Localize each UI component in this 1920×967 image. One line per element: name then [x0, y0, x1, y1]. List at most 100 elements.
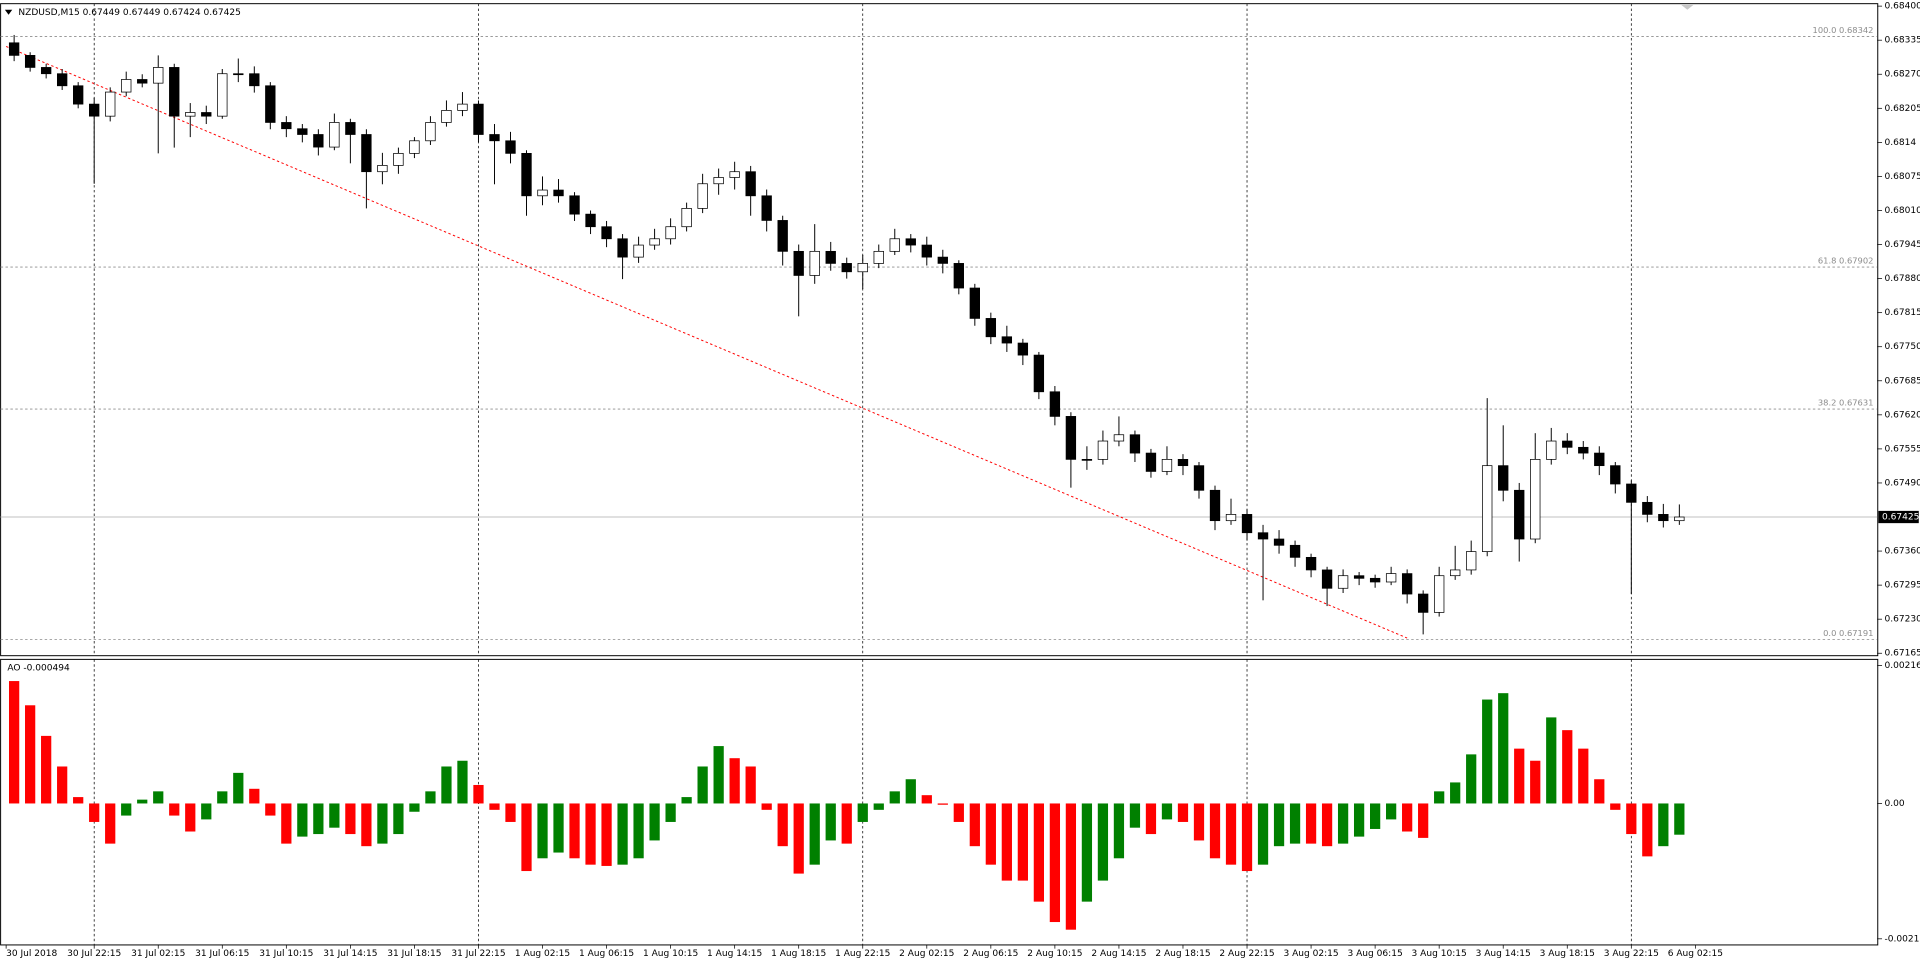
- x-tick-label: 1 Aug 18:15: [771, 949, 826, 959]
- candle-body: [56, 73, 68, 87]
- ao-bar: [137, 799, 148, 804]
- ao-bar: [585, 803, 596, 865]
- x-tick-label: 1 Aug 14:15: [707, 949, 762, 959]
- ao-bar: [1305, 803, 1317, 844]
- candle-body: [1610, 465, 1621, 485]
- y-tick-label: 0.67750: [1884, 342, 1920, 352]
- ao-bar: [1257, 803, 1269, 865]
- ao-bar: [857, 803, 868, 822]
- ao-panel: [0, 658, 1879, 946]
- ao-bar: [1113, 803, 1125, 859]
- candle-body: [1193, 465, 1205, 491]
- ao-bar: [665, 803, 676, 822]
- ao-bar: [697, 766, 708, 804]
- candle-body: [585, 213, 596, 228]
- ao-bar: [1049, 803, 1061, 923]
- x-tick-label: 6 Aug 02:15: [1668, 949, 1723, 959]
- candle-body: [105, 91, 116, 117]
- ao-bar: [1161, 803, 1173, 820]
- x-tick-label: 3 Aug 06:15: [1348, 949, 1403, 959]
- x-tick-label: 30 Jul 22:15: [67, 949, 121, 959]
- candle-body: [361, 134, 372, 173]
- ao-bar: [1626, 803, 1637, 835]
- candle-body: [713, 177, 724, 185]
- candle-body: [1145, 452, 1157, 472]
- candle-body: [1642, 501, 1653, 515]
- candle-body: [665, 226, 676, 240]
- ao-bar: [1402, 803, 1413, 832]
- candle-body: [953, 263, 964, 289]
- candle-body: [8, 42, 20, 56]
- candle-body: [921, 244, 932, 258]
- candle-body: [825, 250, 836, 264]
- candle-body: [1289, 544, 1301, 558]
- candle-body: [249, 73, 260, 87]
- candle-body: [1562, 440, 1573, 448]
- candle-body: [1626, 483, 1637, 503]
- candle-body: [1674, 516, 1685, 522]
- fib-label: 38.2 0.67631: [1818, 397, 1874, 407]
- candle-body: [233, 73, 244, 76]
- candle-body: [553, 189, 564, 197]
- y-tick-label: 0.67815: [1884, 308, 1920, 318]
- x-tick-label: 1 Aug 22:15: [835, 949, 890, 959]
- candle-body: [1097, 440, 1109, 460]
- symbol-menu-arrow[interactable]: [4, 9, 13, 15]
- ao-bar: [937, 803, 948, 805]
- candle-body: [905, 238, 916, 246]
- fib-label: 61.8 0.67902: [1818, 255, 1874, 265]
- candle-body: [1257, 532, 1269, 540]
- ao-bar: [393, 803, 404, 835]
- ao-bar: [41, 735, 52, 804]
- ao-bar: [1337, 803, 1349, 844]
- ao-bar: [121, 803, 132, 816]
- x-tick-label: 31 Jul 22:15: [451, 949, 505, 959]
- candle-body: [281, 122, 292, 130]
- candle-body: [1466, 551, 1477, 571]
- y-tick-label: 0.67945: [1884, 240, 1920, 250]
- ao-bar: [297, 803, 308, 837]
- ao-bar: [25, 705, 36, 804]
- trendline: [5, 46, 1408, 639]
- ao-bar: [681, 797, 692, 804]
- indicator-header: AO -0.000494: [7, 663, 70, 673]
- candle-body: [1482, 465, 1493, 552]
- candle-body: [73, 85, 84, 105]
- candle-body: [745, 171, 756, 197]
- ao-bar: [633, 803, 644, 859]
- y-tick-label: 0.67360: [1884, 547, 1920, 557]
- y-tick-label: 0.67555: [1884, 444, 1920, 454]
- candle-body: [1369, 577, 1381, 583]
- candle-body: [1353, 575, 1365, 579]
- candle-body: [409, 140, 420, 154]
- y-tick-label: 0.67295: [1884, 581, 1920, 591]
- ao-bar: [1081, 803, 1093, 902]
- x-tick-label: 2 Aug 18:15: [1155, 949, 1210, 959]
- ao-bar: [873, 803, 884, 810]
- ao-bar: [777, 803, 788, 847]
- candle-body: [457, 103, 468, 111]
- candle-body: [537, 189, 548, 197]
- ao-bar: [1065, 803, 1077, 930]
- candle-body: [169, 67, 180, 117]
- candle-body: [1305, 556, 1317, 571]
- ao-bar: [521, 803, 532, 872]
- y-tick-label: 0.68205: [1884, 104, 1920, 114]
- candle-body: [1113, 434, 1125, 442]
- y-tick-label: 0.67620: [1884, 410, 1920, 420]
- ao-bar: [1209, 803, 1221, 859]
- ao-bar: [89, 803, 100, 822]
- candle-body: [1530, 459, 1541, 540]
- y-tick-label: 0.68010: [1884, 206, 1920, 216]
- ao-bar: [1498, 693, 1509, 804]
- ao-bar: [217, 791, 228, 804]
- ao-bar: [553, 803, 564, 853]
- ao-bar: [617, 803, 628, 865]
- ao-bar: [569, 803, 580, 859]
- x-tick-label: 31 Jul 18:15: [387, 949, 441, 959]
- candle-body: [697, 183, 708, 209]
- candle-body: [1658, 514, 1669, 522]
- ao-bar: [169, 803, 180, 816]
- ao-bar: [1530, 760, 1541, 804]
- ao-bar: [1273, 803, 1285, 847]
